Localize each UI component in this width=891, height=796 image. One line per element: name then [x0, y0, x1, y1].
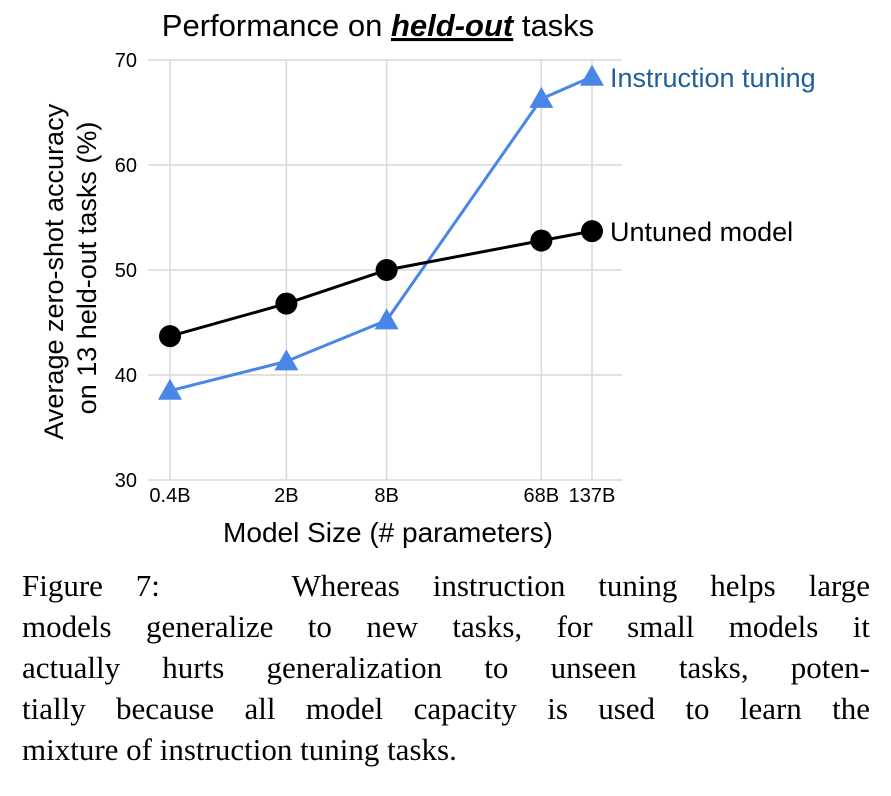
data-point-circle: [581, 220, 603, 243]
series-label: Untuned model: [610, 217, 793, 247]
data-point-triangle: [158, 378, 182, 400]
y-tick-label: 50: [115, 260, 137, 282]
y-tick-label: 60: [115, 155, 137, 177]
x-axis-ticks: 0.4B 2B 8B 68B 137B: [149, 485, 615, 507]
x-tick-label: 137B: [569, 485, 616, 507]
series-untuned-model: Untuned model: [159, 217, 793, 348]
caption-line-4: tially because all model capacity is use…: [22, 691, 870, 726]
data-point-circle: [275, 292, 298, 315]
chart: Performance on held-out tasks 30 40 50 60 70…: [39, 8, 816, 548]
data-point-triangle: [374, 308, 399, 330]
caption-line-5: mixture of instruction tuning tasks.: [22, 732, 457, 767]
data-point-circle: [159, 325, 181, 348]
series-layer: Instruction tuning Untuned model: [158, 63, 816, 400]
x-tick-label: 0.4B: [149, 485, 190, 507]
figure-caption: Figure 7: Whereas instruction tuning hel…: [22, 565, 870, 770]
data-point-triangle: [274, 349, 299, 371]
x-tick-label: 68B: [524, 485, 560, 507]
chart-title: Performance on held-out tasks: [162, 8, 594, 43]
y-tick-label: 40: [115, 365, 137, 387]
data-point-circle: [375, 259, 398, 281]
data-point-triangle: [580, 64, 604, 86]
caption-line-3: actually hurts generalization to unseen …: [22, 650, 870, 685]
data-point-circle: [530, 229, 553, 252]
series-instruction-tuning: Instruction tuning: [158, 63, 816, 400]
series-label: Instruction tuning: [610, 63, 816, 93]
x-tick-label: 8B: [374, 485, 398, 507]
y-tick-label: 30: [115, 470, 137, 492]
y-axis-ticks: 30 40 50 60 70: [115, 50, 137, 492]
series-line: [169, 75, 593, 393]
x-axis-label: Model Size (# parameters): [223, 517, 553, 548]
y-tick-label: 70: [115, 50, 137, 72]
caption-line-1: Figure 7: Whereas instruction tuning hel…: [22, 568, 871, 603]
caption-label: Figure 7:: [22, 568, 160, 603]
y-axis-label: Average zero-shot accuracy on 13 held-ou…: [39, 96, 102, 439]
data-point-triangle: [529, 86, 554, 108]
x-tick-label: 2B: [274, 485, 298, 507]
caption-line-2: models generalize to new tasks, for smal…: [22, 609, 870, 644]
